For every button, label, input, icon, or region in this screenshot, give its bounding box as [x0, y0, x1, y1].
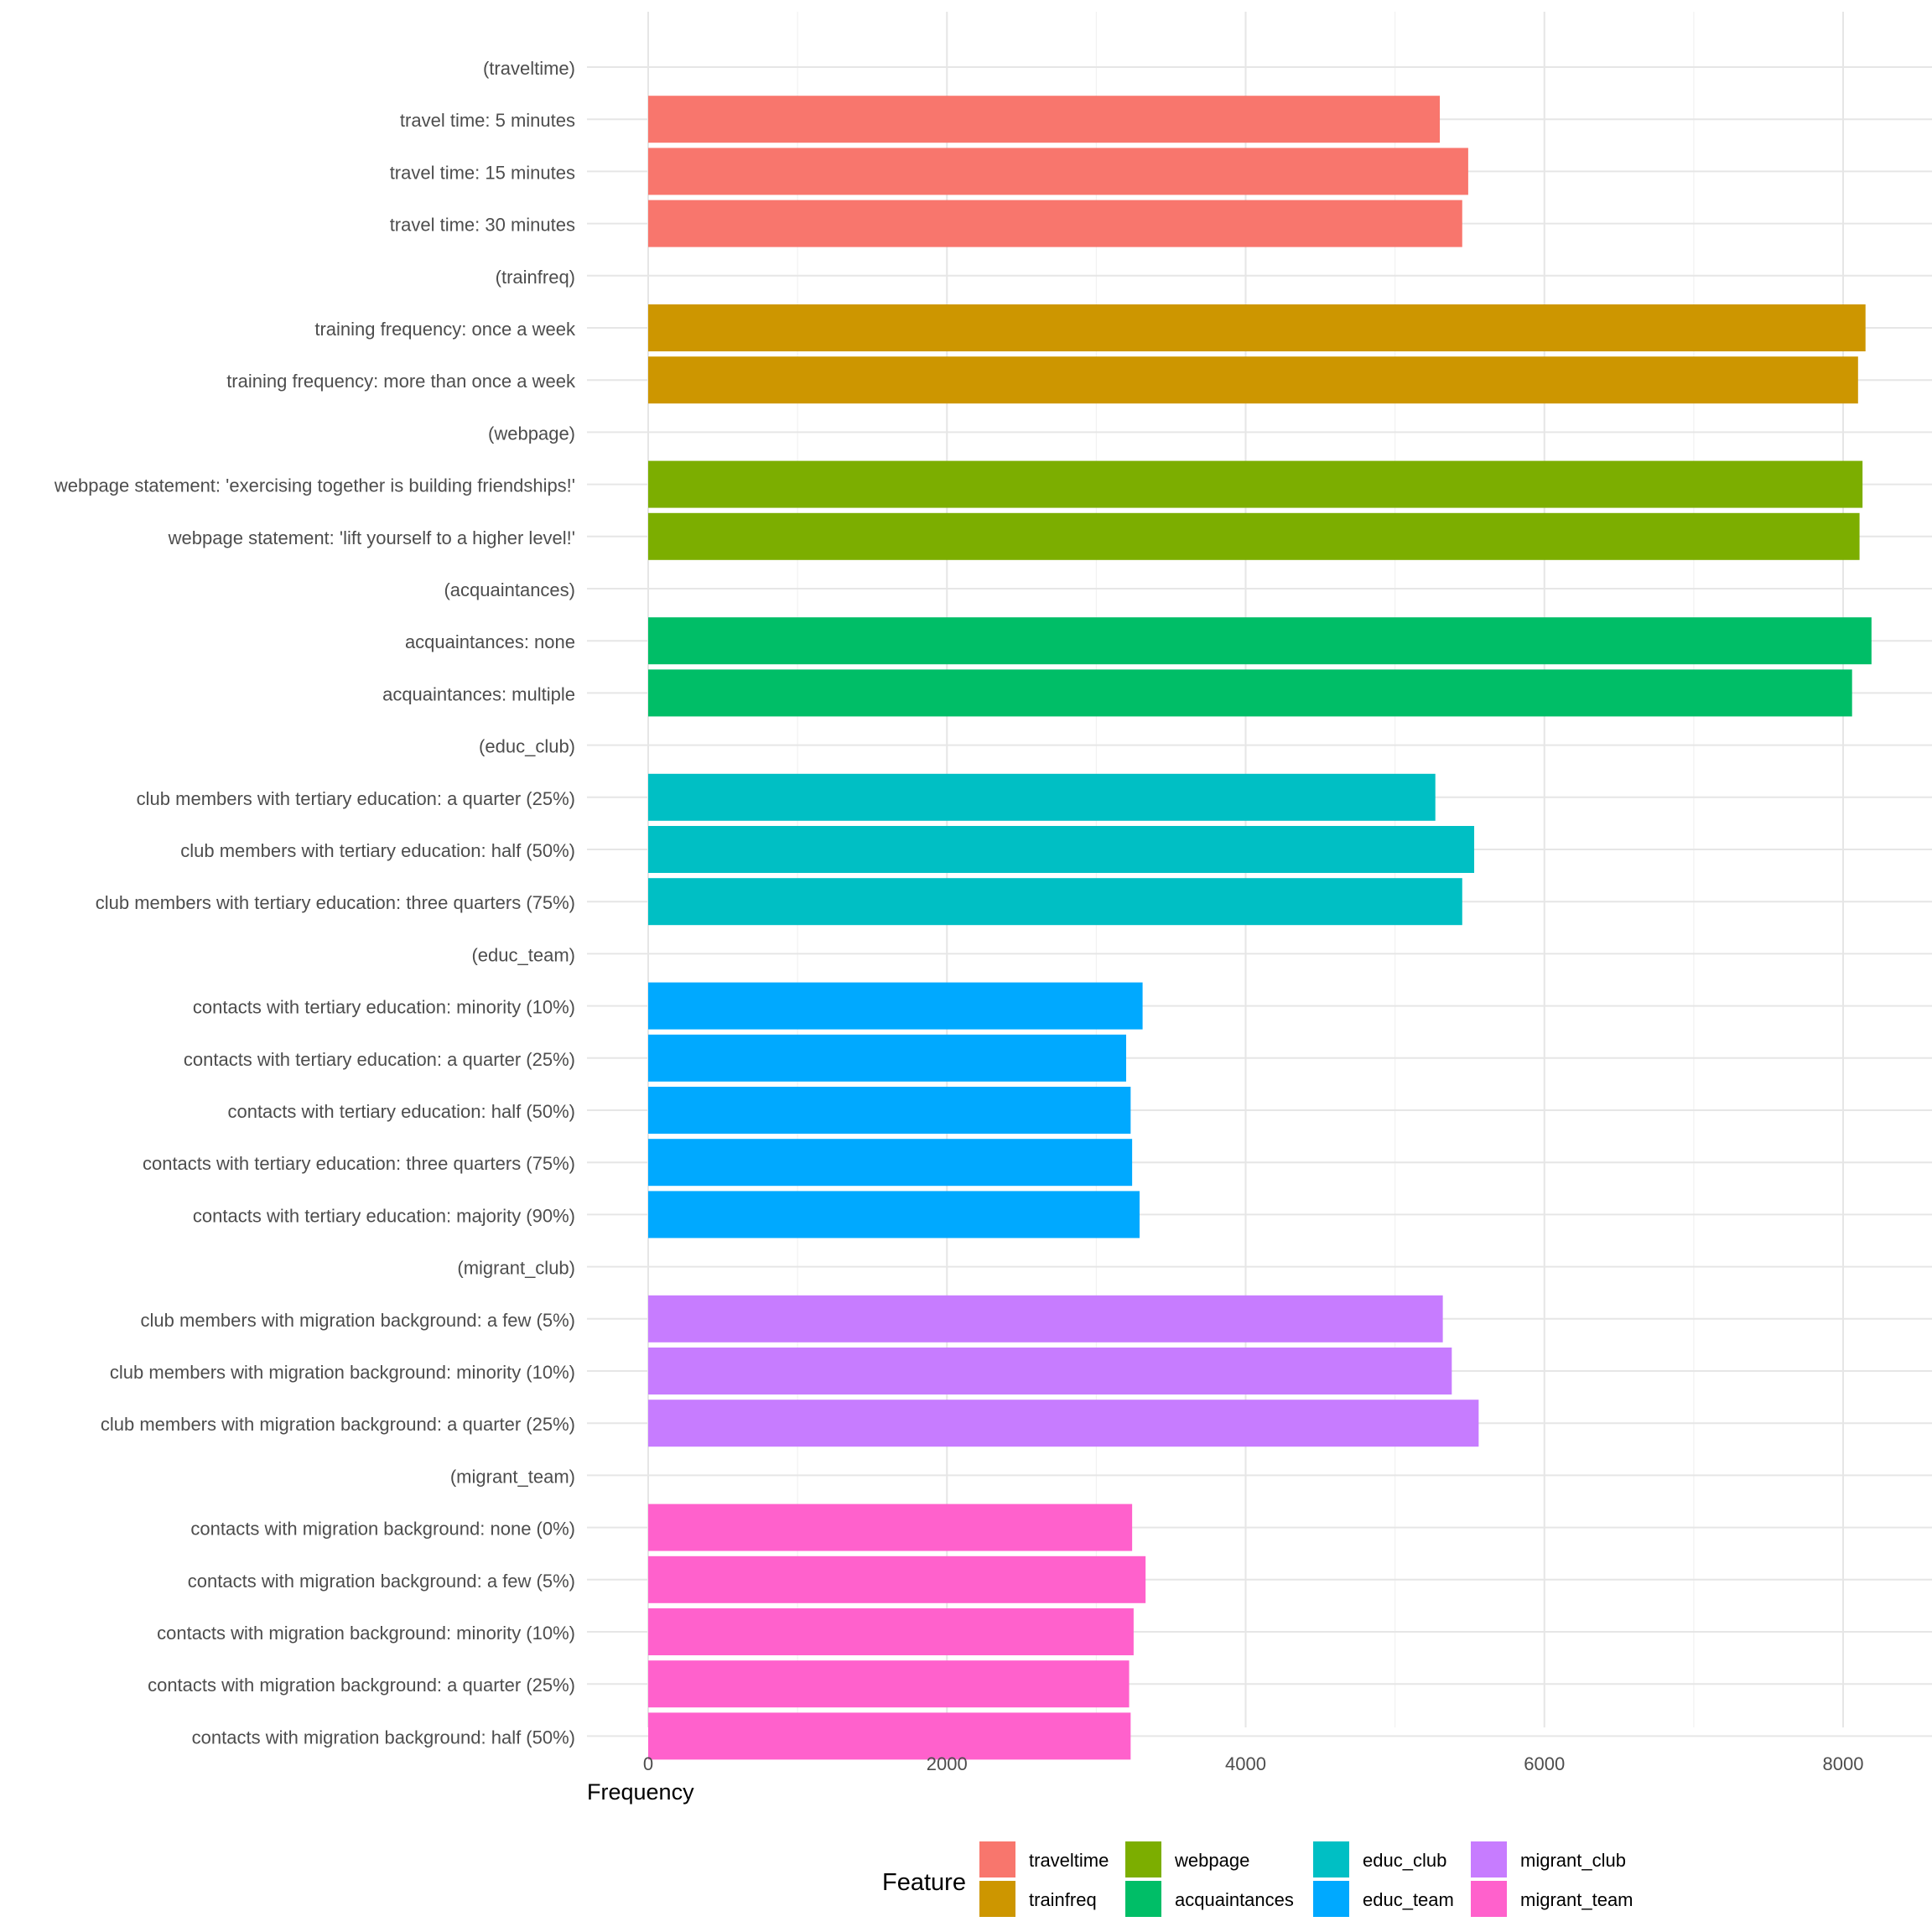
major-gridlines — [587, 12, 1932, 1737]
y-tick-label: (acquaintances) — [444, 579, 575, 600]
legend-label: migrant_club — [1520, 1850, 1626, 1871]
bar-educ_club — [648, 773, 1436, 821]
y-tick-label: travel time: 5 minutes — [400, 110, 575, 131]
y-tick-label: (migrant_team) — [450, 1466, 575, 1487]
legend-label: migrant_team — [1520, 1889, 1633, 1910]
bar-webpage — [648, 512, 1860, 560]
bar-trainfreq — [648, 304, 1866, 351]
bar-educ_team — [648, 1191, 1140, 1239]
y-tick-label: (educ_club) — [479, 736, 575, 757]
x-axis-ticks: 0 2000 4000 6000 8000 — [643, 1753, 1864, 1774]
y-tick-label: webpage statement: 'lift yourself to a h… — [168, 527, 575, 548]
legend: Feature traveltime trainfreq webpage acquai… — [882, 1841, 1633, 1917]
y-tick-label: contacts with tertiary education: majori… — [193, 1205, 575, 1226]
bar-migrant_team — [648, 1660, 1130, 1708]
y-tick-label: contacts with tertiary education: half (… — [227, 1101, 575, 1122]
bar-migrant_club — [648, 1400, 1479, 1447]
y-tick-label: travel time: 30 minutes — [390, 215, 575, 236]
y-tick-label: (webpage) — [488, 423, 575, 444]
legend-swatch — [1471, 1841, 1507, 1877]
bar-educ_club — [648, 878, 1462, 926]
bar-traveltime — [648, 148, 1468, 195]
bar-educ_team — [648, 982, 1143, 1030]
legend-swatch — [1313, 1881, 1349, 1917]
legend-label: educ_team — [1363, 1889, 1454, 1910]
legend-title: Feature — [882, 1869, 966, 1896]
legend-swatch — [979, 1841, 1015, 1877]
bar-trainfreq — [648, 356, 1858, 404]
y-tick-label: (traveltime) — [483, 58, 575, 79]
bar-migrant_team — [648, 1504, 1133, 1551]
x-tick-label: 0 — [643, 1753, 653, 1774]
legend-swatch — [1125, 1881, 1161, 1917]
y-tick-label: contacts with migration background: a qu… — [148, 1675, 575, 1696]
y-axis-labels: (traveltime) travel time: 5 minutes travel… — [54, 58, 576, 1748]
legend-items: traveltime trainfreq webpage acquaintances e… — [979, 1841, 1633, 1917]
y-tick-label: training frequency: more than once a wee… — [226, 371, 576, 392]
x-tick-label: 6000 — [1524, 1753, 1565, 1774]
y-tick-label: club members with migration background: … — [110, 1362, 575, 1383]
x-tick-label: 4000 — [1225, 1753, 1266, 1774]
y-tick-label: club members with tertiary education: th… — [96, 892, 575, 913]
bar-traveltime — [648, 200, 1462, 247]
y-tick-label: contacts with migration background: none… — [190, 1519, 575, 1540]
y-tick-label: contacts with tertiary education: a quar… — [184, 1049, 575, 1070]
y-tick-label: contacts with migration background: half… — [192, 1727, 575, 1748]
legend-swatch — [1125, 1841, 1161, 1877]
y-tick-label: training frequency: once a week — [314, 319, 576, 340]
legend-swatch — [1471, 1881, 1507, 1917]
bar-migrant_team — [648, 1712, 1131, 1760]
bar-educ_team — [648, 1139, 1133, 1187]
legend-swatch — [1313, 1841, 1349, 1877]
y-tick-label: contacts with migration background: mino… — [157, 1623, 575, 1644]
bar-acquaintances — [648, 617, 1872, 665]
x-tick-label: 2000 — [927, 1753, 968, 1774]
bar-migrant_team — [648, 1555, 1146, 1603]
legend-label: acquaintances — [1175, 1889, 1294, 1910]
y-tick-label: club members with tertiary education: ha… — [180, 840, 575, 861]
y-tick-label: (trainfreq) — [496, 267, 575, 288]
x-tick-label: 8000 — [1823, 1753, 1864, 1774]
y-tick-label: (educ_team) — [471, 944, 575, 965]
bar-webpage — [648, 460, 1863, 508]
bar-migrant_club — [648, 1295, 1443, 1343]
y-tick-label: (migrant_club) — [457, 1258, 575, 1279]
y-tick-label: contacts with migration background: a fe… — [188, 1571, 575, 1592]
legend-label: webpage — [1174, 1850, 1249, 1871]
bar-migrant_club — [648, 1348, 1452, 1394]
bar-educ_team — [648, 1034, 1126, 1082]
y-tick-label: acquaintances: multiple — [382, 683, 575, 704]
legend-swatch — [979, 1881, 1015, 1917]
bars — [648, 96, 1872, 1760]
y-tick-label: contacts with tertiary education: minori… — [193, 997, 575, 1018]
bar-educ_team — [648, 1087, 1131, 1134]
y-tick-label: club members with migration background: … — [101, 1414, 575, 1435]
y-tick-label: acquaintances: none — [405, 631, 575, 652]
y-tick-label: contacts with tertiary education: three … — [143, 1153, 575, 1174]
y-tick-label: travel time: 15 minutes — [390, 162, 575, 183]
x-axis-title: Frequency — [587, 1779, 694, 1805]
legend-label: traveltime — [1029, 1850, 1109, 1871]
y-tick-label: club members with migration background: … — [141, 1310, 575, 1331]
y-tick-label: webpage statement: 'exercising together … — [54, 475, 575, 496]
y-tick-label: club members with tertiary education: a … — [137, 788, 575, 809]
bar-traveltime — [648, 96, 1441, 143]
legend-label: trainfreq — [1029, 1889, 1097, 1910]
bar-educ_club — [648, 826, 1475, 873]
bar-migrant_team — [648, 1608, 1134, 1655]
legend-label: educ_club — [1363, 1850, 1446, 1871]
bar-acquaintances — [648, 669, 1852, 717]
